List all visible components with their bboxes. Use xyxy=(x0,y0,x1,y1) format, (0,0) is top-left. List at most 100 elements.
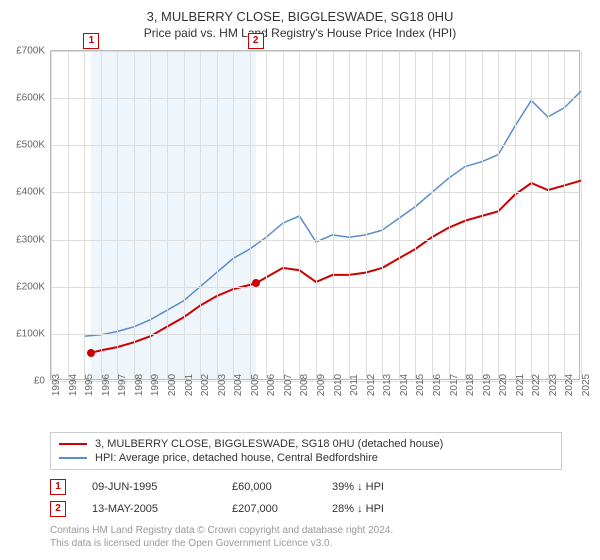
legend-label: HPI: Average price, detached house, Cent… xyxy=(95,452,378,464)
gridline-v xyxy=(498,51,499,379)
attribution-line: This data is licensed under the Open Gov… xyxy=(50,537,393,550)
x-axis-tick-label: 2003 xyxy=(217,374,228,396)
y-axis-tick-label: £500K xyxy=(16,140,45,151)
transaction-price: £207,000 xyxy=(232,503,332,515)
transaction-pct: 28% ↓ HPI xyxy=(332,503,452,515)
x-axis-tick-label: 2014 xyxy=(399,374,410,396)
x-axis-tick-label: 2016 xyxy=(432,374,443,396)
transaction-date: 13-MAY-2005 xyxy=(92,503,232,515)
gridline-v xyxy=(167,51,168,379)
x-axis-tick-label: 2025 xyxy=(581,374,592,396)
gridline-v xyxy=(68,51,69,379)
y-axis-tick-label: £400K xyxy=(16,187,45,198)
x-axis-tick-label: 2004 xyxy=(233,374,244,396)
x-axis-tick-label: 1997 xyxy=(117,374,128,396)
gridline-v xyxy=(465,51,466,379)
legend-item: 3, MULBERRY CLOSE, BIGGLESWADE, SG18 0HU… xyxy=(59,437,553,451)
y-axis-tick-label: £300K xyxy=(16,234,45,245)
x-axis-tick-label: 2012 xyxy=(366,374,377,396)
transaction-price: £60,000 xyxy=(232,481,332,493)
gridline-v xyxy=(283,51,284,379)
x-axis-tick-label: 2007 xyxy=(283,374,294,396)
y-axis-tick-label: £700K xyxy=(16,46,45,57)
x-axis-tick-label: 2018 xyxy=(465,374,476,396)
gridline-v xyxy=(51,51,52,379)
gridline-v xyxy=(415,51,416,379)
transactions-table: 1 09-JUN-1995£60,00039% ↓ HPI 2 13-MAY-2005… xyxy=(50,476,452,520)
transaction-date: 09-JUN-1995 xyxy=(92,481,232,493)
x-axis-tick-label: 2024 xyxy=(564,374,575,396)
x-axis-tick-label: 2005 xyxy=(250,374,261,396)
gridline-h xyxy=(51,192,579,193)
x-axis-tick-label: 1998 xyxy=(134,374,145,396)
gridline-v xyxy=(233,51,234,379)
x-axis-tick-label: 1995 xyxy=(84,374,95,396)
attribution-line: Contains HM Land Registry data © Crown c… xyxy=(50,524,393,537)
data-point-marker xyxy=(252,279,260,287)
x-axis-tick-label: 2022 xyxy=(531,374,542,396)
gridline-h xyxy=(51,51,579,52)
x-axis-tick-label: 2001 xyxy=(184,374,195,396)
gridline-v xyxy=(581,51,582,379)
x-axis-tick-label: 1994 xyxy=(68,374,79,396)
x-axis-tick-label: 2011 xyxy=(349,374,360,396)
gridline-v xyxy=(101,51,102,379)
x-axis-tick-label: 2017 xyxy=(449,374,460,396)
y-axis-tick-label: £100K xyxy=(16,328,45,339)
gridline-v xyxy=(548,51,549,379)
gridline-v xyxy=(564,51,565,379)
gridline-v xyxy=(184,51,185,379)
x-axis-tick-label: 2008 xyxy=(299,374,310,396)
gridline-v xyxy=(449,51,450,379)
x-axis-tick-label: 2006 xyxy=(266,374,277,396)
chart-title: 3, MULBERRY CLOSE, BIGGLESWADE, SG18 0HU xyxy=(0,0,600,26)
x-axis-tick-label: 2000 xyxy=(167,374,178,396)
gridline-h xyxy=(51,287,579,288)
x-axis-tick-label: 2013 xyxy=(382,374,393,396)
x-axis-tick-label: 2015 xyxy=(415,374,426,396)
gridline-v xyxy=(349,51,350,379)
gridline-v xyxy=(134,51,135,379)
gridline-v xyxy=(333,51,334,379)
legend-box: 3, MULBERRY CLOSE, BIGGLESWADE, SG18 0HU… xyxy=(50,432,562,470)
attribution-text: Contains HM Land Registry data © Crown c… xyxy=(50,524,393,550)
transaction-row: 2 13-MAY-2005£207,00028% ↓ HPI xyxy=(50,498,452,520)
gridline-v xyxy=(299,51,300,379)
transaction-marker: 1 xyxy=(50,479,66,495)
chart-svg xyxy=(51,51,579,379)
x-axis-tick-label: 2021 xyxy=(515,374,526,396)
gridline-v xyxy=(84,51,85,379)
gridline-h xyxy=(51,334,579,335)
gridline-v xyxy=(150,51,151,379)
gridline-h xyxy=(51,240,579,241)
gridline-v xyxy=(432,51,433,379)
gridline-v xyxy=(266,51,267,379)
transaction-row: 1 09-JUN-1995£60,00039% ↓ HPI xyxy=(50,476,452,498)
transaction-marker: 2 xyxy=(50,501,66,517)
y-axis-tick-label: £0 xyxy=(34,376,45,387)
y-axis-tick-label: £200K xyxy=(16,281,45,292)
chart-container: 3, MULBERRY CLOSE, BIGGLESWADE, SG18 0HU… xyxy=(0,0,600,560)
chart-marker-box: 1 xyxy=(83,33,99,49)
legend-item: HPI: Average price, detached house, Cent… xyxy=(59,451,553,465)
x-axis-tick-label: 2020 xyxy=(498,374,509,396)
chart-marker-box: 2 xyxy=(248,33,264,49)
gridline-v xyxy=(316,51,317,379)
gridline-v xyxy=(515,51,516,379)
gridline-v xyxy=(482,51,483,379)
legend-swatch xyxy=(59,443,87,445)
x-axis-tick-label: 1993 xyxy=(51,374,62,396)
gridline-v xyxy=(399,51,400,379)
transaction-pct: 39% ↓ HPI xyxy=(332,481,452,493)
gridline-v xyxy=(117,51,118,379)
y-axis-tick-label: £600K xyxy=(16,93,45,104)
gridline-v xyxy=(366,51,367,379)
x-axis-tick-label: 1999 xyxy=(150,374,161,396)
x-axis-tick-label: 2002 xyxy=(200,374,211,396)
gridline-h xyxy=(51,145,579,146)
data-point-marker xyxy=(87,349,95,357)
legend-swatch xyxy=(59,457,87,459)
series-line-price_paid xyxy=(91,181,581,353)
x-axis-tick-label: 1996 xyxy=(101,374,112,396)
gridline-v xyxy=(217,51,218,379)
